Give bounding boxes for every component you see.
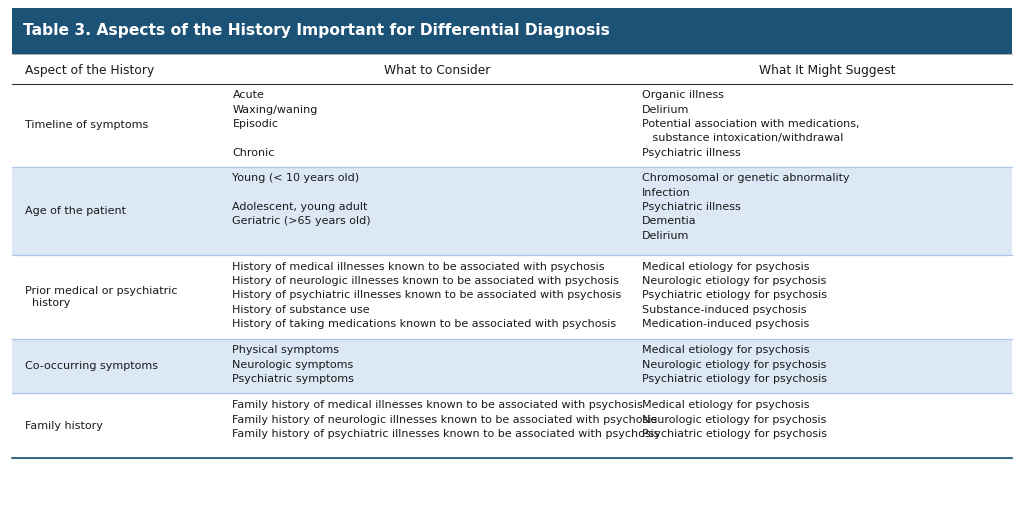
Text: Geriatric (>65 years old): Geriatric (>65 years old) — [232, 216, 371, 226]
Text: Medical etiology for psychosis: Medical etiology for psychosis — [642, 345, 810, 355]
Text: Acute: Acute — [232, 90, 264, 100]
Text: History of neurologic illnesses known to be associated with psychosis: History of neurologic illnesses known to… — [232, 276, 620, 286]
Text: Chromosomal or genetic abnormality: Chromosomal or genetic abnormality — [642, 173, 850, 183]
Text: Psychiatric illness: Psychiatric illness — [642, 202, 740, 212]
Text: History of substance use: History of substance use — [232, 305, 370, 314]
Text: Potential association with medications,: Potential association with medications, — [642, 119, 859, 129]
Text: Family history of neurologic illnesses known to be associated with psychosis: Family history of neurologic illnesses k… — [232, 415, 657, 424]
Text: Family history of medical illnesses known to be associated with psychosis: Family history of medical illnesses know… — [232, 400, 643, 410]
Bar — [12, 255, 1012, 339]
Text: Family history of psychiatric illnesses known to be associated with psychosis: Family history of psychiatric illnesses … — [232, 429, 659, 439]
Text: Dementia: Dementia — [642, 216, 696, 226]
Text: Psychiatric illness: Psychiatric illness — [642, 148, 740, 157]
Text: Delirium: Delirium — [642, 231, 689, 241]
Text: Age of the patient: Age of the patient — [25, 206, 126, 216]
Bar — [12, 339, 1012, 393]
Text: Medication-induced psychosis: Medication-induced psychosis — [642, 319, 809, 329]
Text: Psychiatric etiology for psychosis: Psychiatric etiology for psychosis — [642, 374, 827, 384]
Text: Psychiatric symptoms: Psychiatric symptoms — [232, 374, 354, 384]
Text: Table 3. Aspects of the History Important for Differential Diagnosis: Table 3. Aspects of the History Importan… — [23, 23, 609, 38]
Text: Medical etiology for psychosis: Medical etiology for psychosis — [642, 400, 810, 410]
Text: Physical symptoms: Physical symptoms — [232, 345, 339, 355]
Text: Psychiatric etiology for psychosis: Psychiatric etiology for psychosis — [642, 429, 827, 439]
Text: Neurologic etiology for psychosis: Neurologic etiology for psychosis — [642, 415, 826, 424]
Text: History of psychiatric illnesses known to be associated with psychosis: History of psychiatric illnesses known t… — [232, 290, 622, 300]
Text: Delirium: Delirium — [642, 105, 689, 114]
Text: Adolescent, young adult: Adolescent, young adult — [232, 202, 368, 212]
Bar — [12, 8, 1012, 54]
Text: Neurologic etiology for psychosis: Neurologic etiology for psychosis — [642, 360, 826, 369]
Text: Psychiatric etiology for psychosis: Psychiatric etiology for psychosis — [642, 290, 827, 300]
Text: Family history: Family history — [25, 421, 102, 431]
Text: Episodic: Episodic — [232, 119, 279, 129]
Text: Young (< 10 years old): Young (< 10 years old) — [232, 173, 359, 183]
Text: What It Might Suggest: What It Might Suggest — [759, 64, 895, 77]
Text: Substance-induced psychosis: Substance-induced psychosis — [642, 305, 807, 314]
Text: Neurologic symptoms: Neurologic symptoms — [232, 360, 353, 369]
Text: Neurologic etiology for psychosis: Neurologic etiology for psychosis — [642, 276, 826, 286]
Text: Chronic: Chronic — [232, 148, 274, 157]
Text: Timeline of symptoms: Timeline of symptoms — [25, 120, 147, 130]
Text: History of medical illnesses known to be associated with psychosis: History of medical illnesses known to be… — [232, 262, 605, 271]
Text: History of taking medications known to be associated with psychosis: History of taking medications known to b… — [232, 319, 616, 329]
Text: Medical etiology for psychosis: Medical etiology for psychosis — [642, 262, 810, 271]
Text: Infection: Infection — [642, 188, 691, 198]
Bar — [12, 54, 1012, 84]
Bar — [12, 393, 1012, 458]
Bar — [12, 84, 1012, 167]
Text: substance intoxication/withdrawal: substance intoxication/withdrawal — [642, 133, 844, 143]
Text: Prior medical or psychiatric
  history: Prior medical or psychiatric history — [25, 286, 177, 308]
Text: Organic illness: Organic illness — [642, 90, 724, 100]
Bar — [12, 167, 1012, 255]
Text: What to Consider: What to Consider — [384, 64, 490, 77]
Text: Aspect of the History: Aspect of the History — [25, 64, 154, 77]
Text: Co-occurring symptoms: Co-occurring symptoms — [25, 361, 158, 371]
Text: Waxing/waning: Waxing/waning — [232, 105, 317, 114]
